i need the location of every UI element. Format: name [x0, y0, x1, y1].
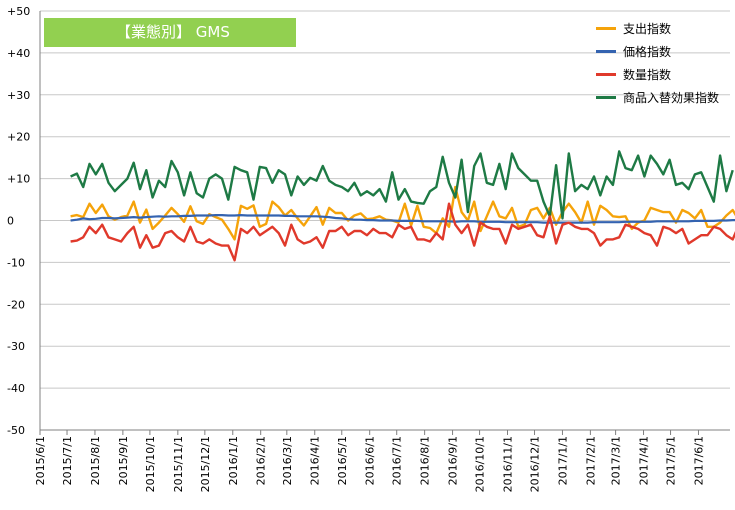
legend-swatch	[596, 96, 616, 99]
x-tick-label: 2016/8/1	[419, 436, 432, 485]
legend-label: 価格指数	[623, 45, 672, 59]
x-tick-label: 2016/7/1	[391, 436, 404, 485]
legend-swatch	[596, 27, 616, 30]
legend-label: 数量指数	[623, 68, 672, 82]
y-tick-label: -20	[7, 298, 25, 311]
x-tick-label: 2015/6/1	[34, 436, 47, 485]
y-tick-label: +50	[7, 5, 30, 18]
legend-label: 商品入替効果指数	[623, 91, 720, 105]
y-tick-label: -30	[7, 340, 25, 353]
x-tick-label: 2016/2/1	[255, 436, 268, 485]
y-tick-label: +30	[7, 89, 30, 102]
x-tick-label: 2016/3/1	[281, 436, 294, 485]
x-tick-label: 2016/12/1	[529, 436, 542, 492]
y-tick-label: +10	[7, 173, 30, 186]
legend-label: 支出指数	[623, 22, 672, 36]
legend-swatch	[596, 50, 616, 53]
x-tick-label: 2015/8/1	[89, 436, 102, 485]
x-tick-label: 2015/9/1	[117, 436, 130, 485]
y-tick-label: +20	[7, 131, 30, 144]
legend-swatch	[596, 73, 616, 76]
legend-item-replacement: 商品入替効果指数	[596, 86, 719, 109]
x-tick-label: 2016/1/1	[227, 436, 240, 485]
y-tick-label: -50	[7, 424, 25, 437]
y-tick-label: 0	[7, 215, 14, 228]
legend-item-price: 価格指数	[596, 40, 719, 63]
x-tick-label: 2016/10/1	[474, 436, 487, 492]
y-tick-label: -40	[7, 382, 25, 395]
chart-title-box: 【業態別】 GMS	[44, 18, 296, 47]
x-tick-label: 2017/5/1	[665, 436, 678, 485]
x-tick-label: 2017/1/1	[556, 436, 569, 485]
legend-item-expenditure: 支出指数	[596, 17, 719, 40]
x-tick-label: 2016/6/1	[364, 436, 377, 485]
x-tick-label: 2016/11/1	[502, 436, 515, 492]
chart-legend: 支出指数 価格指数 数量指数 商品入替効果指数	[596, 17, 719, 109]
y-tick-label: +40	[7, 47, 30, 60]
x-tick-label: 2015/12/1	[199, 436, 212, 492]
x-tick-label: 2017/3/1	[610, 436, 623, 485]
x-tick-label: 2016/9/1	[447, 436, 460, 485]
x-tick-label: 2016/4/1	[309, 436, 322, 485]
x-tick-label: 2017/6/1	[692, 436, 705, 485]
x-tick-label: 2015/7/1	[61, 436, 74, 485]
series-line	[70, 202, 735, 262]
x-tick-label: 2016/5/1	[336, 436, 349, 485]
x-tick-label: 2015/11/1	[172, 436, 185, 492]
x-tick-label: 2015/10/1	[144, 436, 157, 492]
series-line	[70, 150, 734, 220]
chart-title: 【業態別】 GMS	[116, 23, 230, 41]
y-tick-label: -10	[7, 256, 25, 269]
x-tick-label: 2017/4/1	[638, 436, 651, 485]
x-tick-label: 2017/2/1	[584, 436, 597, 485]
series-line	[70, 214, 735, 224]
legend-item-quantity: 数量指数	[596, 63, 719, 86]
